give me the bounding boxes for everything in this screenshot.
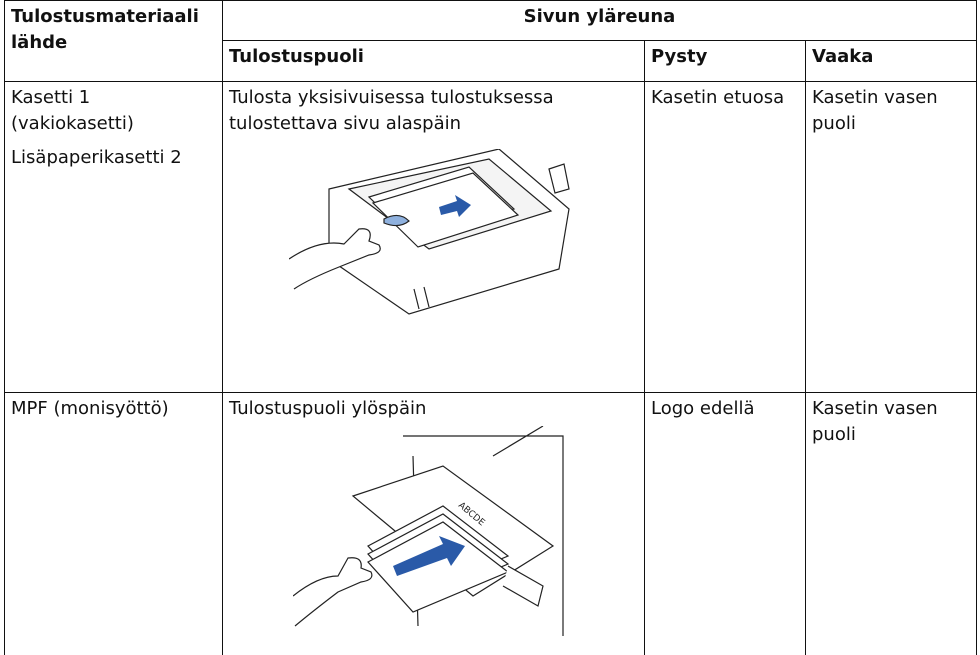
header-side: Tulostuspuoli bbox=[222, 40, 645, 82]
source-text: Lisäpaperikasetti 2 bbox=[11, 147, 182, 168]
portrait-cell: Kasetin etuosa bbox=[644, 81, 806, 393]
side-cell: Tulostuspuoli ylöspäin ABCDE bbox=[222, 392, 645, 655]
source-text: MPF (monisyöttö) bbox=[11, 398, 169, 419]
portrait-cell: Logo edellä bbox=[644, 392, 806, 655]
side-text: Tulostuspuoli ylöspäin bbox=[229, 398, 427, 419]
mpf-illustration: ABCDE bbox=[293, 426, 564, 636]
media-table: Tulostusmateriaali lähde Sivun yläreuna … bbox=[4, 0, 978, 655]
landscape-cell: Kasetin vasen puoli bbox=[804, 81, 978, 393]
tray-illustration bbox=[289, 149, 570, 315]
source-text: Kasetti 1 (vakiokasetti) bbox=[11, 87, 134, 134]
header-source: Tulostusmateriaali lähde bbox=[4, 0, 223, 82]
side-text: Tulosta yksisivuisessa tulostuksessa tul… bbox=[229, 87, 554, 134]
source-cell: Kasetti 1 (vakiokasetti) Lisäpaperikaset… bbox=[4, 81, 223, 393]
source-cell: MPF (monisyöttö) bbox=[4, 392, 223, 655]
header-group: Sivun yläreuna bbox=[221, 0, 978, 41]
side-cell: Tulosta yksisivuisessa tulostuksessa tul… bbox=[222, 81, 645, 393]
header-landscape: Vaaka bbox=[804, 40, 978, 82]
landscape-cell: Kasetin vasen puoli bbox=[804, 392, 978, 655]
header-portrait: Pysty bbox=[644, 40, 806, 82]
